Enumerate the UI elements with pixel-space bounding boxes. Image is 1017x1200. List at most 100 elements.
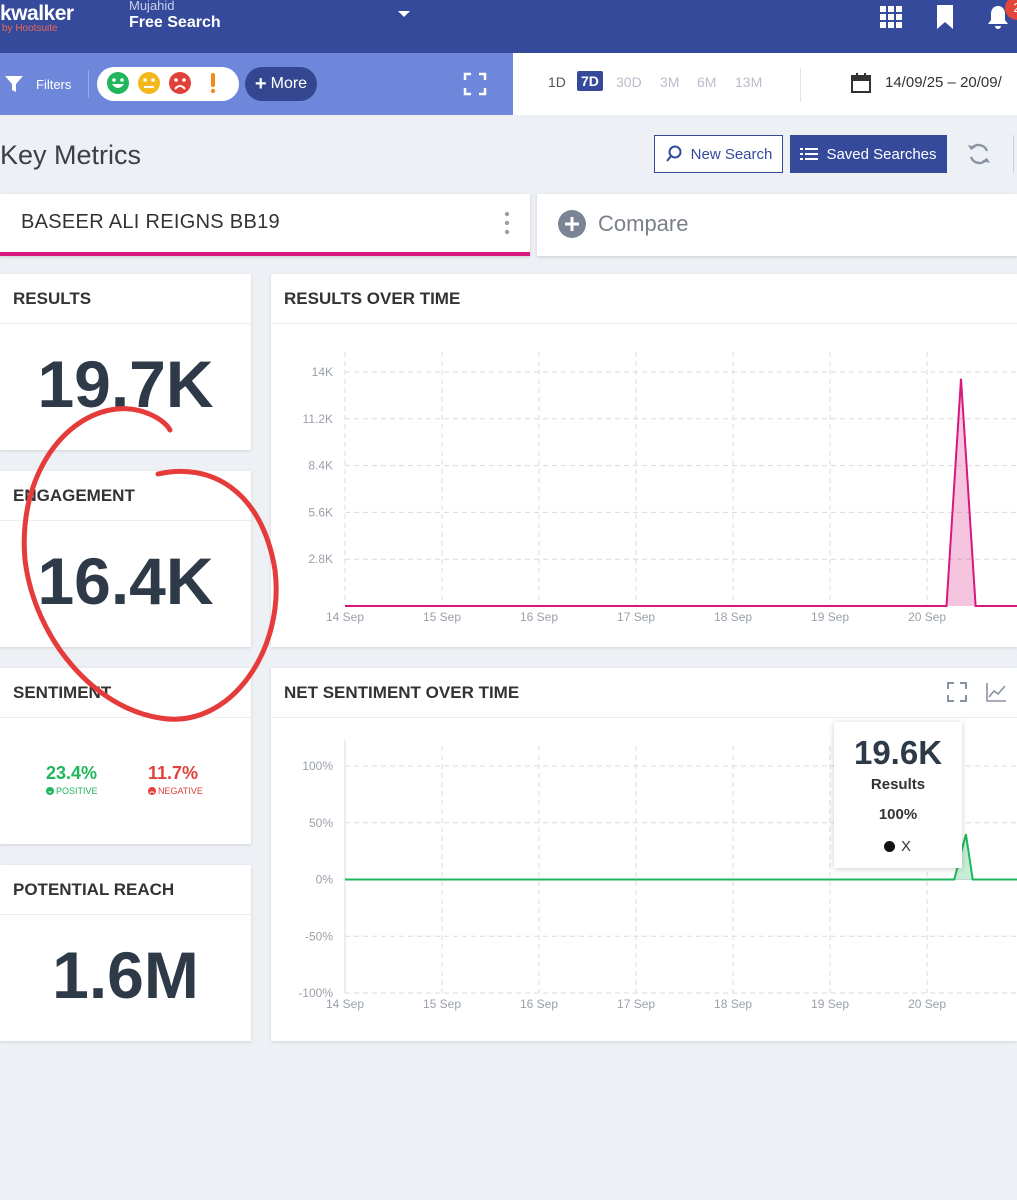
divider <box>271 717 1017 718</box>
results-over-time-chart: 14 Sep 15 Sep 16 Sep 17 Sep 18 Sep 19 Sep 20 S… <box>303 352 1017 624</box>
x-tick-label: 17 Sep <box>617 997 655 1011</box>
logo[interactable]: kwalker <box>0 2 74 25</box>
x-tick-label: 20 Sep <box>908 610 946 624</box>
y-tick-label: 0% <box>316 873 334 887</box>
neutral-face-icon[interactable] <box>137 71 161 95</box>
series-line <box>345 833 1017 881</box>
tooltip-legend: X <box>884 838 911 855</box>
top-bar: kwalker by Hootsuite Mujahid Free Search… <box>0 0 1017 53</box>
tooltip-value: 19.6K <box>853 734 943 771</box>
y-tick-label: 11.2K <box>303 412 333 426</box>
chevron-down-icon[interactable] <box>396 8 412 20</box>
legend-dot <box>884 841 895 852</box>
new-search-button[interactable]: New Search <box>654 135 783 173</box>
x-tick-label: 16 Sep <box>520 997 558 1011</box>
filters-label: Filters <box>36 76 72 92</box>
series-area <box>345 378 1017 606</box>
plus-icon: + <box>254 72 267 95</box>
y-tick-label: 100% <box>302 759 333 773</box>
x-tick-label: 19 Sep <box>811 610 849 624</box>
x-tick-label: 14 Sep <box>326 610 364 624</box>
y-tick-label: 8.4K <box>308 459 333 473</box>
divider <box>0 323 251 324</box>
saved-searches-button[interactable]: Saved Searches <box>790 135 947 173</box>
positive-label: POSITIVE <box>46 786 98 796</box>
refresh-icon[interactable] <box>966 141 992 167</box>
series-line <box>345 378 1017 607</box>
negative-face-icon <box>148 787 156 795</box>
divider <box>0 914 251 915</box>
positive-value: 23.4% <box>46 763 98 783</box>
notification-badge: 2 <box>1005 0 1017 20</box>
tooltip-series: X <box>901 838 912 855</box>
positive-face-icon[interactable] <box>106 71 130 95</box>
potential-reach-value: 1.6M <box>52 938 199 1012</box>
page-title: Key Metrics <box>0 140 142 170</box>
user-name: Mujahid <box>129 0 175 13</box>
line-chart-icon[interactable] <box>985 681 1007 703</box>
y-tick-label: 14K <box>312 365 333 379</box>
alert-icon[interactable] <box>201 71 225 95</box>
negative-value: 11.7% <box>148 763 199 783</box>
net-sentiment-title: NET SENTIMENT OVER TIME <box>284 683 520 702</box>
fullscreen-icon[interactable] <box>946 681 968 703</box>
bell-icon[interactable] <box>985 4 1011 30</box>
chart-tooltip: 19.6K Results 100% X <box>834 722 962 868</box>
compare-label: Compare <box>598 211 689 236</box>
x-tick-label: 20 Sep <box>908 997 946 1011</box>
kebab-menu-icon[interactable] <box>503 210 511 236</box>
calendar-icon[interactable] <box>850 72 872 94</box>
results-title: RESULTS <box>13 289 92 308</box>
tooltip-percent: 100% <box>878 806 918 823</box>
tooltip-label: Results <box>870 776 926 793</box>
results-over-time-title: RESULTS OVER TIME <box>284 289 461 308</box>
saved-searches-label: Saved Searches <box>826 145 937 163</box>
range-3m[interactable]: 3M <box>660 74 680 90</box>
filters-button[interactable]: Filters <box>4 73 71 95</box>
x-tick-label: 18 Sep <box>714 610 752 624</box>
x-tick-label: 19 Sep <box>811 997 849 1011</box>
x-tick-label: 14 Sep <box>326 997 364 1011</box>
date-range-value[interactable]: 14/09/25 – 20/09/ <box>885 74 1002 91</box>
project-name[interactable]: Free Search <box>129 14 221 31</box>
negative-face-icon[interactable] <box>168 71 192 95</box>
search-tab-label: BASEER ALI REIGNS BB19 <box>21 211 280 233</box>
negative-label: NEGATIVE <box>148 786 203 796</box>
y-tick-label: -100% <box>298 986 333 1000</box>
range-13m[interactable]: 13M <box>735 74 763 90</box>
x-tick-label: 18 Sep <box>714 997 752 1011</box>
range-30d[interactable]: 30D <box>616 74 642 90</box>
new-search-label: New Search <box>690 145 773 163</box>
net-sentiment-chart: 14 Sep 15 Sep 16 Sep 17 Sep 18 Sep 19 Sep 20 S… <box>298 740 1017 1011</box>
negative-label-text: NEGATIVE <box>158 786 203 796</box>
compare-tab[interactable]: Compare <box>537 194 1017 256</box>
more-label: More <box>270 75 308 92</box>
add-circle-icon <box>558 210 586 238</box>
sentiment-filter <box>97 67 239 101</box>
y-tick-label: -50% <box>305 929 333 943</box>
divider <box>1013 135 1014 173</box>
y-tick-label: 2.8K <box>308 552 333 566</box>
search-icon <box>665 145 682 162</box>
filter-funnel-icon <box>5 76 23 92</box>
range-6m[interactable]: 6M <box>697 74 717 90</box>
potential-reach-card: POTENTIAL REACH 1.6M <box>0 865 251 1041</box>
more-filters-button[interactable]: + More <box>245 67 317 101</box>
x-tick-label: 15 Sep <box>423 997 461 1011</box>
y-tick-label: 5.6K <box>308 505 333 519</box>
positive-label-text: POSITIVE <box>56 786 98 796</box>
potential-reach-title: POTENTIAL REACH <box>13 880 175 899</box>
divider <box>800 68 801 102</box>
fullscreen-icon[interactable] <box>463 72 487 96</box>
y-tick-label: 50% <box>309 816 333 830</box>
range-1d[interactable]: 1D <box>548 74 566 90</box>
x-tick-label: 15 Sep <box>423 610 461 624</box>
list-icon <box>800 148 819 160</box>
apps-grid-icon[interactable] <box>878 4 904 30</box>
results-over-time-card: RESULTS OVER TIME <box>271 274 1017 647</box>
bookmark-icon[interactable] <box>932 4 958 30</box>
search-tab-active[interactable]: BASEER ALI REIGNS BB19 <box>0 194 530 256</box>
positive-face-icon <box>46 787 54 795</box>
range-7d[interactable]: 7D <box>577 71 603 91</box>
